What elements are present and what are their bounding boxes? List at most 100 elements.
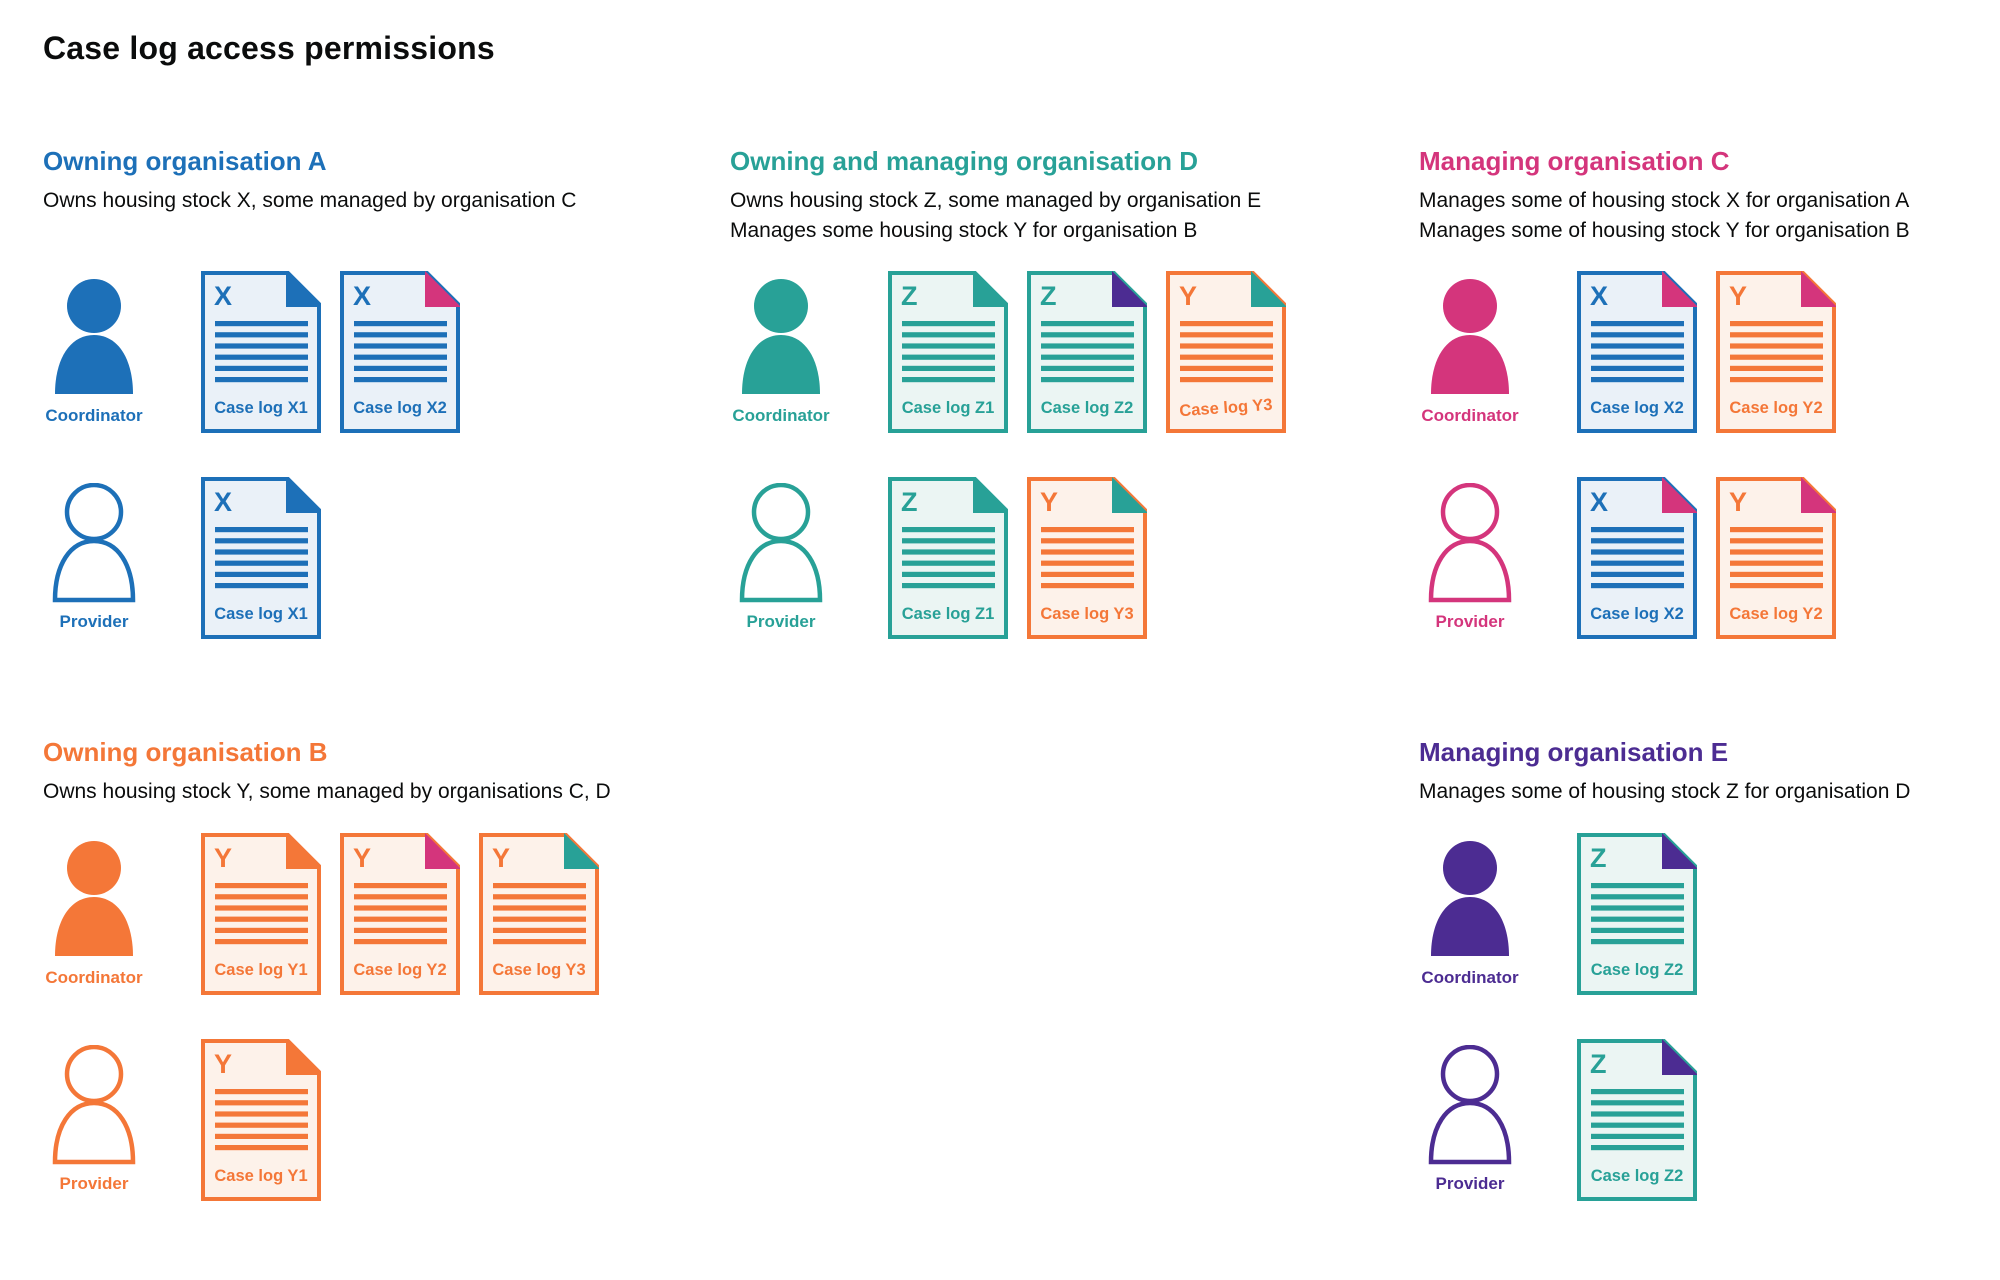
section-description: Manages some of housing stock Z for orga… <box>1419 777 1989 807</box>
document-text-line <box>215 571 308 577</box>
document-text-line <box>902 549 995 555</box>
document-icon: Y Case log Y2 <box>340 833 460 995</box>
document-text-line <box>354 321 447 327</box>
document-text-line <box>902 571 995 577</box>
document-text-line <box>1730 343 1823 349</box>
coordinator-person: Coordinator <box>730 271 832 426</box>
role-label: Provider <box>59 1174 129 1193</box>
document-label: Case log X2 <box>1590 605 1684 623</box>
document-label: Case log X1 <box>214 605 308 623</box>
document-text-line <box>1591 365 1684 371</box>
section-managing-organisation-e: Managing organisation E Manages some of h… <box>1419 738 1989 1268</box>
person-body <box>1428 1100 1512 1165</box>
section-description-line: Owns housing stock Y, some managed by or… <box>43 779 611 803</box>
document-icon: Z Case log Z2 <box>1577 833 1697 995</box>
document-stock-letter: Y <box>353 843 371 873</box>
coordinator-row: Coordinator Y Case log Y1 Y Case log Y2 Y Case… <box>43 833 618 995</box>
role-label: Coordinator <box>1421 406 1519 425</box>
provider-row: Provider Y Case log Y1 <box>43 1039 340 1201</box>
page-title: Case log access permissions <box>43 30 495 66</box>
document-text-line <box>354 354 447 360</box>
provider-icon <box>52 483 136 603</box>
document-fold-icon <box>1112 477 1147 513</box>
document-text-line <box>1041 527 1134 533</box>
section-description-line: Manages some housing stock Y for organis… <box>730 218 1198 242</box>
document-text-line <box>1730 549 1823 555</box>
section-title: Owning organisation A <box>43 146 327 176</box>
provider-row: Provider Z Case log Z2 <box>1419 1039 1716 1201</box>
document-stock-letter: X <box>214 487 232 517</box>
coordinator-row: Coordinator X Case log X1 X Case log X2 <box>43 271 479 433</box>
section-description: Owns housing stock Z, some managed by or… <box>730 186 1390 246</box>
person-head <box>751 483 811 542</box>
document-icon: Z Case log Z1 <box>888 271 1008 433</box>
provider-icon <box>1428 1045 1512 1165</box>
document-text-line <box>215 1133 308 1139</box>
document-text-line <box>1730 560 1823 566</box>
document-page <box>201 271 321 433</box>
section-owning-organisation-b: Owning organisation B Owns housing stock … <box>43 738 703 1268</box>
role-label: Provider <box>1435 612 1505 631</box>
document-text-line <box>215 538 308 544</box>
coordinator-person: Coordinator <box>1419 271 1521 426</box>
provider-person: Provider <box>730 477 832 632</box>
section-title: Owning and managing organisation D <box>730 146 1199 176</box>
document-label: Case log Y3 <box>492 961 585 979</box>
person-head <box>64 483 124 542</box>
document-icon: X Case log X1 <box>201 477 321 639</box>
role-label: Provider <box>746 612 816 631</box>
document-text-line <box>1591 527 1684 533</box>
document-text-line <box>1041 571 1134 577</box>
document-label: Case log Y3 <box>1040 605 1133 623</box>
document-text-line <box>1591 549 1684 555</box>
document-text-line <box>1591 343 1684 349</box>
document-text-line <box>1591 321 1684 327</box>
document-text-line <box>1591 1145 1684 1151</box>
document-text-line <box>1730 365 1823 371</box>
document-page <box>1577 477 1697 639</box>
document-stock-letter: Y <box>1179 281 1197 311</box>
document-text-line <box>215 527 308 533</box>
person-head <box>1443 841 1497 895</box>
document-text-line <box>215 1145 308 1151</box>
document-text-line <box>1041 583 1134 589</box>
document-stock-letter: Y <box>214 1049 232 1079</box>
person-head <box>754 279 808 333</box>
person-head <box>67 841 121 895</box>
document-text-line <box>354 365 447 371</box>
document-fold-icon <box>1112 271 1147 307</box>
document-text-line <box>1730 377 1823 383</box>
provider-person: Provider <box>43 477 145 632</box>
document-text-line <box>215 1089 308 1095</box>
document-text-line <box>1180 377 1273 383</box>
document-label: Case log Y1 <box>214 1167 307 1185</box>
document-text-line <box>215 354 308 360</box>
person-body <box>1428 538 1512 603</box>
person-body <box>1431 897 1509 956</box>
document-text-line <box>215 927 308 933</box>
document-text-line <box>493 905 586 911</box>
document-fold-icon <box>1801 271 1836 307</box>
document-icon: Y Case log Y1 <box>201 1039 321 1201</box>
document-page <box>888 477 1008 639</box>
document-label: Case log Z2 <box>1591 1167 1684 1185</box>
section-managing-organisation-c: Managing organisation C Manages some of h… <box>1419 147 1989 707</box>
document-text-line <box>1041 560 1134 566</box>
document-text-line <box>493 916 586 922</box>
document-text-line <box>1591 894 1684 900</box>
document-text-line <box>354 894 447 900</box>
document-text-line <box>1591 1133 1684 1139</box>
document-text-line <box>1591 1089 1684 1095</box>
section-title: Managing organisation E <box>1419 737 1729 767</box>
coordinator-icon <box>55 841 133 956</box>
coordinator-person: Coordinator <box>43 833 145 988</box>
document-text-line <box>1591 905 1684 911</box>
document-page <box>1166 271 1286 433</box>
document-fold-icon <box>425 271 460 307</box>
document-text-line <box>354 905 447 911</box>
document-page <box>201 1039 321 1201</box>
person-body <box>55 335 133 394</box>
role-label: Provider <box>59 612 129 631</box>
